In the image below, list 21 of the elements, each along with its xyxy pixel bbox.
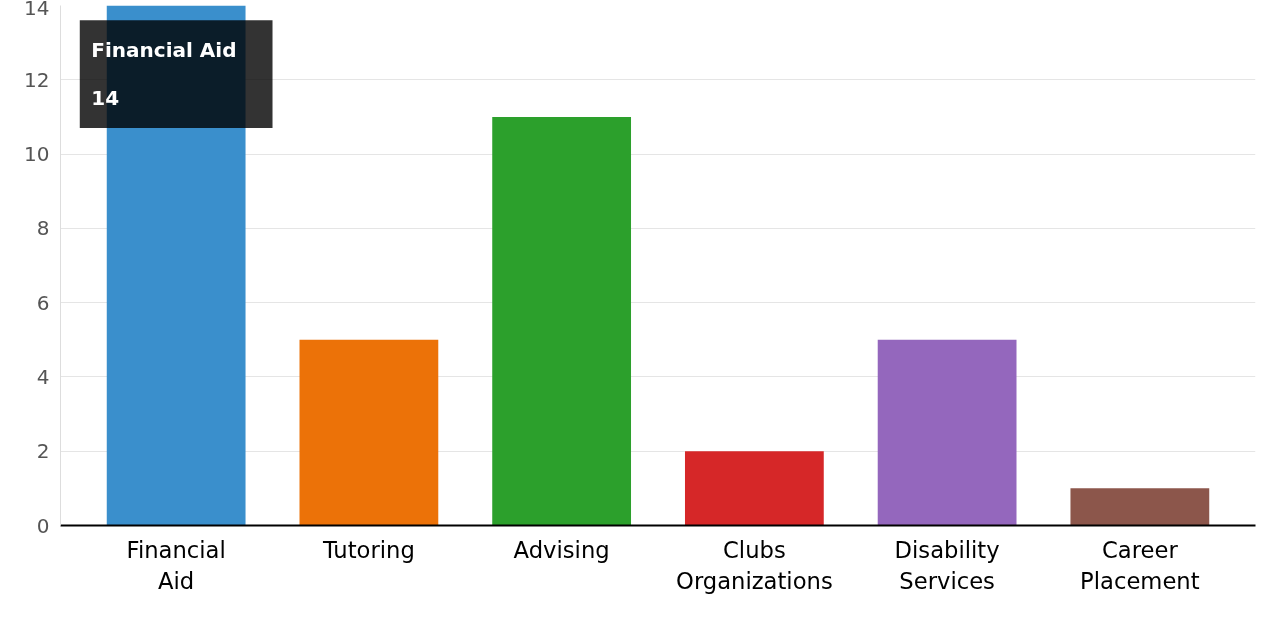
y-tick-label: 0 bbox=[36, 513, 50, 538]
bar bbox=[877, 339, 1017, 526]
x-tick-label: Clubs Organizations bbox=[676, 536, 833, 594]
y-tick-label: 6 bbox=[36, 290, 50, 315]
y-tick-label: 14 bbox=[24, 0, 50, 20]
bar bbox=[299, 339, 439, 526]
x-tick-label: Tutoring bbox=[321, 536, 415, 563]
bar bbox=[684, 451, 824, 526]
annotation: 14 bbox=[91, 86, 120, 111]
bar bbox=[492, 116, 632, 526]
x-tick-label: Disability Services bbox=[894, 536, 1000, 594]
y-tick-label: 8 bbox=[36, 216, 50, 241]
y-tick-label: 12 bbox=[24, 67, 50, 92]
x-tick-label: Advising bbox=[513, 536, 610, 563]
y-tick-label: 2 bbox=[36, 439, 50, 464]
y-tick-label: 4 bbox=[36, 364, 50, 389]
x-tick-label: Career Placement bbox=[1080, 536, 1200, 594]
x-tick-label: Financial Aid bbox=[126, 536, 226, 594]
bar bbox=[1070, 488, 1210, 526]
annotation: Financial Aid bbox=[91, 38, 237, 63]
y-tick-label: 10 bbox=[24, 142, 50, 167]
